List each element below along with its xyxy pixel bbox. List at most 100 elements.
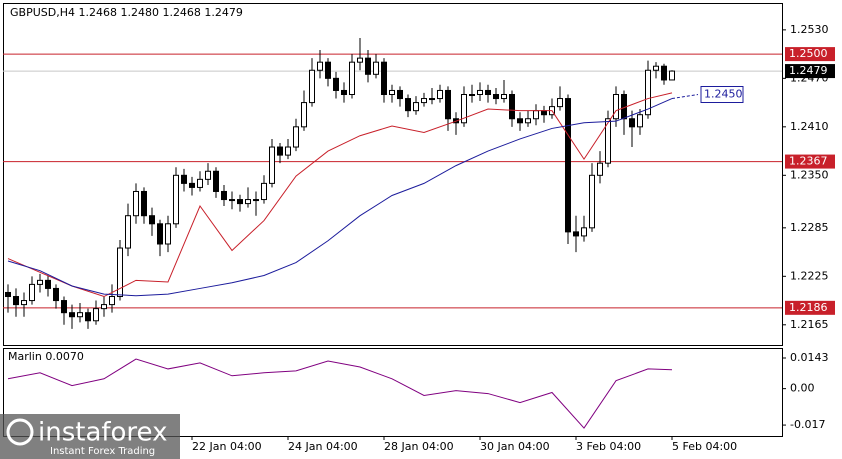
candle-body bbox=[485, 89, 491, 96]
y-tick-label: -0.017 bbox=[790, 418, 825, 431]
candle-body bbox=[421, 98, 427, 104]
y-tick-label: 1.2530 bbox=[790, 23, 829, 36]
candle-body bbox=[229, 199, 235, 202]
level-label: 1.2500 bbox=[789, 47, 828, 60]
candle-body bbox=[573, 231, 579, 237]
watermark: instaforex Instant Forex Trading bbox=[0, 414, 180, 459]
candle-body bbox=[293, 126, 299, 148]
candle-body bbox=[397, 89, 403, 100]
candle-body bbox=[557, 98, 563, 108]
candle-body bbox=[653, 65, 659, 71]
oscillator-line bbox=[7, 358, 673, 429]
candle-body bbox=[21, 300, 27, 306]
candle-body bbox=[101, 304, 107, 310]
candle-body bbox=[533, 110, 539, 120]
candle-body bbox=[461, 94, 467, 124]
candle-body bbox=[357, 57, 363, 63]
x-tick-label: 24 Jan 04:00 bbox=[288, 440, 358, 453]
candle-body bbox=[69, 312, 75, 318]
oscillator-title: Marlin 0.0070 bbox=[8, 350, 84, 363]
candle-body bbox=[181, 174, 187, 184]
candle-body bbox=[309, 69, 315, 104]
annotation-label: 1.2450 bbox=[704, 88, 743, 101]
projection-line bbox=[671, 94, 699, 100]
candle-body bbox=[469, 94, 475, 97]
candle-body bbox=[405, 98, 411, 112]
y-tick-label: 1.2165 bbox=[790, 318, 829, 331]
candle-body bbox=[429, 98, 435, 101]
candle-body bbox=[445, 89, 451, 120]
watermark-logo bbox=[6, 418, 34, 446]
candle-body bbox=[413, 102, 419, 112]
candle-body bbox=[317, 61, 323, 71]
candle-body bbox=[285, 146, 291, 156]
candle-body bbox=[525, 118, 531, 124]
candle-body bbox=[581, 227, 587, 237]
candle-body bbox=[29, 283, 35, 302]
moving-average bbox=[7, 92, 673, 298]
candle-body bbox=[197, 178, 203, 188]
x-tick-label: 28 Jan 04:00 bbox=[384, 440, 454, 453]
candle-body bbox=[93, 308, 99, 322]
main-panel-frame bbox=[3, 3, 783, 346]
candle-body bbox=[501, 94, 507, 100]
y-tick-label: 0.0143 bbox=[790, 351, 829, 364]
chart-title: GBPUSD,H4 1.2468 1.2480 1.2468 1.2479 bbox=[10, 6, 243, 19]
candle-body bbox=[541, 110, 547, 116]
candle-body bbox=[637, 114, 643, 128]
candle-body bbox=[669, 70, 675, 81]
candle-body bbox=[253, 199, 259, 202]
candle-body bbox=[477, 89, 483, 96]
level-label-box bbox=[785, 47, 835, 62]
y-tick-label: 0.00 bbox=[790, 382, 815, 395]
candle-body bbox=[77, 312, 83, 318]
candle-body bbox=[237, 199, 243, 205]
level-label-box bbox=[785, 154, 835, 169]
candle-body bbox=[613, 94, 619, 120]
candle-body bbox=[517, 118, 523, 124]
y-tick-label: 1.2285 bbox=[790, 221, 829, 234]
candle-body bbox=[661, 65, 667, 81]
candle-body bbox=[109, 296, 115, 306]
candle-body bbox=[165, 223, 171, 245]
candle-body bbox=[605, 118, 611, 164]
candle-body bbox=[245, 199, 251, 205]
candle-body bbox=[221, 190, 227, 201]
y-tick-label: 1.2410 bbox=[790, 120, 829, 133]
candle-body bbox=[589, 174, 595, 229]
watermark-tagline: Instant Forex Trading bbox=[50, 446, 155, 457]
candle-body bbox=[381, 61, 387, 96]
current-price-label: 1.2479 bbox=[789, 64, 828, 77]
candle-body bbox=[349, 61, 355, 96]
moving-average bbox=[7, 98, 673, 297]
level-label-box bbox=[785, 300, 835, 315]
candle-body bbox=[45, 279, 51, 289]
oscillator-panel-frame bbox=[3, 348, 783, 437]
candle-body bbox=[13, 296, 19, 306]
candle-body bbox=[37, 279, 43, 285]
candle-body bbox=[389, 89, 395, 96]
annotation-box bbox=[700, 86, 744, 104]
candle-body bbox=[373, 61, 379, 75]
x-tick-label: 22 Jan 04:00 bbox=[192, 440, 262, 453]
candle-body bbox=[53, 287, 59, 302]
candle-body bbox=[333, 77, 339, 91]
candle-body bbox=[205, 170, 211, 180]
candle-body bbox=[277, 146, 283, 156]
candle-body bbox=[85, 312, 91, 322]
candle-body bbox=[597, 162, 603, 176]
level-label: 1.2367 bbox=[789, 155, 828, 168]
candle-body bbox=[61, 300, 67, 314]
y-tick-label: 1.2350 bbox=[790, 168, 829, 181]
candle-body bbox=[269, 146, 275, 184]
candle-body bbox=[629, 118, 635, 128]
candle-body bbox=[173, 174, 179, 225]
candle-body bbox=[125, 215, 131, 249]
x-tick-label: 5 Feb 04:00 bbox=[672, 440, 737, 453]
candle-body bbox=[493, 94, 499, 100]
level-label: 1.2186 bbox=[789, 301, 828, 314]
candle-body bbox=[365, 57, 371, 75]
candle-body bbox=[213, 170, 219, 192]
